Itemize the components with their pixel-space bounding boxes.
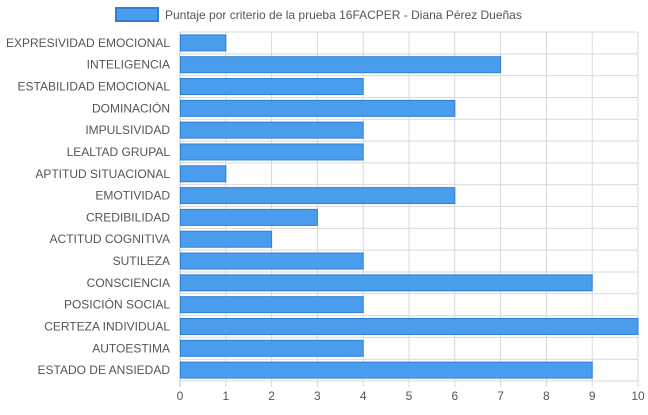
category-label: SUTILEZA [113, 254, 170, 268]
x-tick-label: 0 [177, 389, 184, 403]
x-tick-label: 1 [222, 389, 229, 403]
x-tick-label: 2 [268, 389, 275, 403]
category-label: CERTEZA INDIVIDUAL [44, 319, 170, 333]
category-label: POSICIÓN SOCIAL [64, 297, 170, 312]
legend[interactable]: Puntaje por criterio de la prueba 16FACP… [115, 7, 522, 22]
x-tick-label: 8 [543, 389, 550, 403]
legend-swatch[interactable] [115, 7, 159, 22]
x-tick-label: 10 [631, 389, 645, 403]
bar[interactable] [180, 165, 227, 183]
legend-label[interactable]: Puntaje por criterio de la prueba 16FACP… [165, 8, 522, 22]
bar[interactable] [180, 230, 273, 248]
bar[interactable] [180, 56, 502, 74]
x-tick-label: 5 [406, 389, 413, 403]
category-label: DOMINACIÓN [92, 100, 170, 115]
category-label: ESTADO DE ANSIEDAD [38, 363, 171, 377]
bar[interactable] [180, 296, 364, 314]
bar[interactable] [180, 78, 364, 96]
bar[interactable] [180, 99, 456, 117]
x-tick-label: 6 [451, 389, 458, 403]
category-label: EMOTIVIDAD [95, 189, 170, 203]
x-tick-label: 7 [497, 389, 504, 403]
x-tick-label: 3 [314, 389, 321, 403]
bar[interactable] [180, 361, 593, 379]
x-tick-label: 4 [360, 389, 367, 403]
category-label: CREDIBILIDAD [86, 210, 170, 224]
category-label: CONSCIENCIA [87, 276, 170, 290]
bar[interactable] [180, 187, 456, 205]
category-label: ESTABILIDAD EMOCIONAL [18, 80, 171, 94]
x-tick-label: 9 [589, 389, 596, 403]
category-label: INTELIGENCIA [87, 58, 170, 72]
bar[interactable] [180, 339, 364, 357]
bar[interactable] [180, 143, 364, 161]
category-label: ACTITUD COGNITIVA [50, 232, 170, 246]
category-label: EXPRESIVIDAD EMOCIONAL [6, 36, 170, 50]
bar[interactable] [180, 208, 318, 226]
bar[interactable] [180, 274, 593, 292]
category-label: IMPULSIVIDAD [85, 123, 170, 137]
y-axis-labels: EXPRESIVIDAD EMOCIONAL INTELIGENCIA ESTABI… [6, 36, 170, 377]
category-label: LEALTAD GRUPAL [67, 145, 171, 159]
bar[interactable] [180, 34, 227, 52]
category-label: APTITUD SITUACIONAL [35, 167, 170, 181]
category-label: AUTOESTIMA [92, 341, 170, 355]
bars [180, 34, 639, 379]
bar[interactable] [180, 317, 639, 335]
x-axis-labels: 0 1 2 3 4 5 6 7 8 9 10 [177, 389, 645, 403]
bar[interactable] [180, 252, 364, 270]
bar[interactable] [180, 121, 364, 139]
